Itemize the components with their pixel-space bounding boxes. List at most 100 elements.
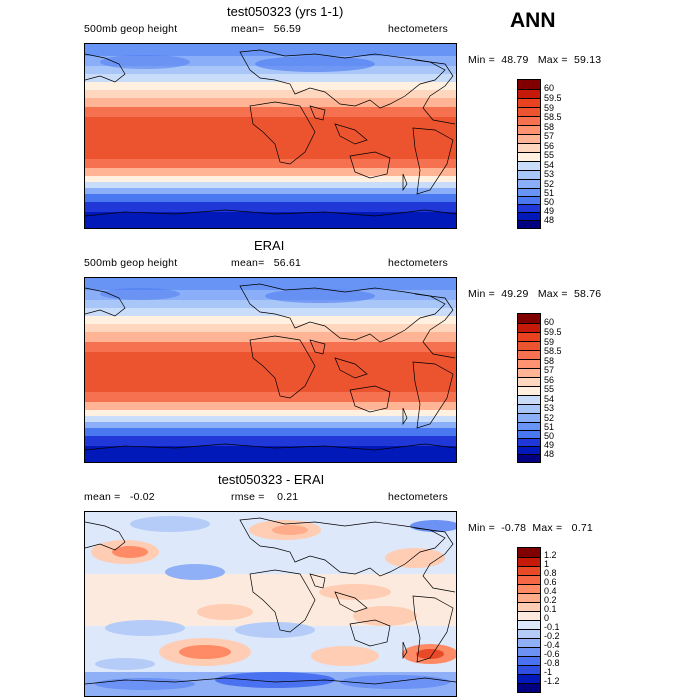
panel1-colorbar-swatch — [518, 188, 540, 196]
panel1-colorbar-tick: 49 — [544, 206, 555, 216]
panel2-colorbar-tick: 59 — [544, 337, 555, 347]
panel2-colorbar-swatch — [518, 404, 540, 413]
panel2-colorbar-swatch — [518, 446, 540, 454]
panel2-colorbar-tick: 58.5 — [544, 346, 562, 356]
panel2-minmax: Min = 49.29 Max = 58.76 — [468, 288, 601, 300]
panel3-difference-field — [85, 512, 456, 696]
panel2-max-label: Max = — [537, 288, 568, 300]
panel2-colorbar-tick: 59.5 — [544, 327, 562, 337]
panel1-map — [84, 43, 457, 229]
panel3-minmax: Min = -0.78 Max = 0.71 — [468, 522, 593, 534]
panel2-colorbar-swatch — [518, 454, 540, 462]
panel2-colorbar-tick: 57 — [544, 365, 555, 375]
panel3-colorbar-swatch — [518, 647, 540, 656]
panel3-colorbar-tick: 1.2 — [544, 550, 557, 560]
panel1-variable-label: 500mb geop height — [84, 23, 178, 35]
panel2-colorbar-swatch — [518, 395, 540, 404]
panel2-colorbar-swatch — [518, 350, 540, 359]
panel2-colorbar-tick: 49 — [544, 440, 555, 450]
panel2-min-value: 49.29 — [501, 288, 529, 300]
panel1-colorbar-tick: 59 — [544, 103, 555, 113]
panel2-mean-label: mean= — [231, 257, 265, 269]
panel3-colorbar-tick: 1 — [544, 559, 550, 569]
panel2-colorbar-tick: 60 — [544, 317, 555, 327]
panel3-colorbar-swatch — [518, 566, 540, 575]
panel1-colorbar-tick: 56 — [544, 141, 555, 151]
panel1-colorbar-swatch — [518, 107, 540, 116]
panel3-rmse-label: rmse = — [231, 491, 265, 503]
panel1-colorbar-tick: 57 — [544, 131, 555, 141]
panel3-max-value: 0.71 — [571, 522, 593, 534]
panel1-mean-label: mean= — [231, 23, 265, 35]
panel3-colorbar-swatch — [518, 584, 540, 593]
panel3-colorbar-tick: 0.6 — [544, 577, 557, 587]
panel2-units: hectometers — [388, 257, 448, 269]
panel3-colorbar-tick: 0.4 — [544, 586, 557, 596]
panel1-colorbar-tick: 60 — [544, 83, 555, 93]
panel1-colorbar-tick: 52 — [544, 179, 555, 189]
panel3-min-label: Min = — [468, 522, 495, 534]
panel1-colorbar-tick: 55 — [544, 150, 555, 160]
panel3-min-value: -0.78 — [501, 522, 527, 534]
panel1-min-value: 48.79 — [501, 54, 529, 66]
panel3-colorbar-tick: -0.1 — [544, 622, 560, 632]
season-label: ANN — [510, 9, 556, 32]
panel1-coastlines — [85, 49, 456, 217]
panel1-colorbar-swatch — [518, 80, 540, 89]
panel1-minmax: Min = 48.79 Max = 59.13 — [468, 54, 601, 66]
panel2-colorbar — [517, 313, 541, 463]
panel2-colorbar-swatch — [518, 422, 540, 430]
panel1-colorbar-swatch — [518, 204, 540, 212]
panel2-colorbar-swatch — [518, 430, 540, 438]
panel2-colorbar-tick: 52 — [544, 413, 555, 423]
panel1-colorbar-swatch — [518, 161, 540, 170]
panel1-colorbar-tick: 51 — [544, 188, 555, 198]
panel2-colorbar-swatch — [518, 314, 540, 323]
panel2-colorbar-tick: 50 — [544, 431, 555, 441]
panel2-colorbar-swatch — [518, 368, 540, 377]
panel2-colorbar-swatch — [518, 386, 540, 395]
panel2-colorbar-tick: 58 — [544, 356, 555, 366]
panel3-coastlines — [85, 517, 456, 685]
panel2-max-value: 58.76 — [574, 288, 602, 300]
panel3-rmse-value: 0.21 — [277, 491, 299, 503]
panel1-colorbar-tick: 54 — [544, 160, 555, 170]
panel3-colorbar-swatch — [518, 656, 540, 665]
panel2-colorbar-tick: 55 — [544, 384, 555, 394]
panel1-mean-value: 56.59 — [273, 23, 302, 35]
panel1-units: hectometers — [388, 23, 448, 35]
panel3-colorbar-swatch — [518, 629, 540, 638]
panel2-colorbar-swatch — [518, 323, 540, 332]
panel1-colorbar-swatch — [518, 98, 540, 107]
panel3-title: test050323 - ERAI — [218, 472, 325, 487]
panel3-colorbar-tick: 0.8 — [544, 568, 557, 578]
panel3-units: hectometers — [388, 491, 448, 503]
panel1-colorbar-swatch — [518, 134, 540, 143]
panel2-map — [84, 277, 457, 463]
panel1-colorbar-swatch — [518, 152, 540, 161]
panel2-colorbar-tick: 48 — [544, 449, 555, 459]
panel1-colorbar-swatch — [518, 212, 540, 220]
panel3-mean-value: -0.02 — [129, 491, 155, 503]
panel3-colorbar-swatch — [518, 548, 540, 557]
panel1-contour-bands — [85, 44, 456, 228]
panel1-min-label: Min = — [468, 54, 495, 66]
panel1-colorbar-tick: 58 — [544, 122, 555, 132]
panel1-colorbar-tick: 48 — [544, 215, 555, 225]
panel1-colorbar-swatch — [518, 116, 540, 125]
panel2-colorbar-tick: 56 — [544, 375, 555, 385]
panel2-min-label: Min = — [468, 288, 495, 300]
panel2-colorbar-swatch — [518, 359, 540, 368]
panel3-colorbar — [517, 547, 541, 693]
panel3-colorbar-swatch — [518, 683, 540, 692]
panel1-colorbar-tick: 53 — [544, 169, 555, 179]
panel2-mean-value: 56.61 — [273, 257, 302, 269]
panel3-colorbar-swatch — [518, 602, 540, 611]
panel1-mean: mean= 56.59 — [231, 23, 301, 35]
panel2-colorbar-swatch — [518, 332, 540, 341]
panel1-colorbar-tick: 59.5 — [544, 93, 562, 103]
panel3-colorbar-swatch — [518, 638, 540, 647]
panel3-colorbar-swatch — [518, 557, 540, 566]
panel3-colorbar-tick: 0.2 — [544, 595, 557, 605]
panel1-max-label: Max = — [537, 54, 568, 66]
